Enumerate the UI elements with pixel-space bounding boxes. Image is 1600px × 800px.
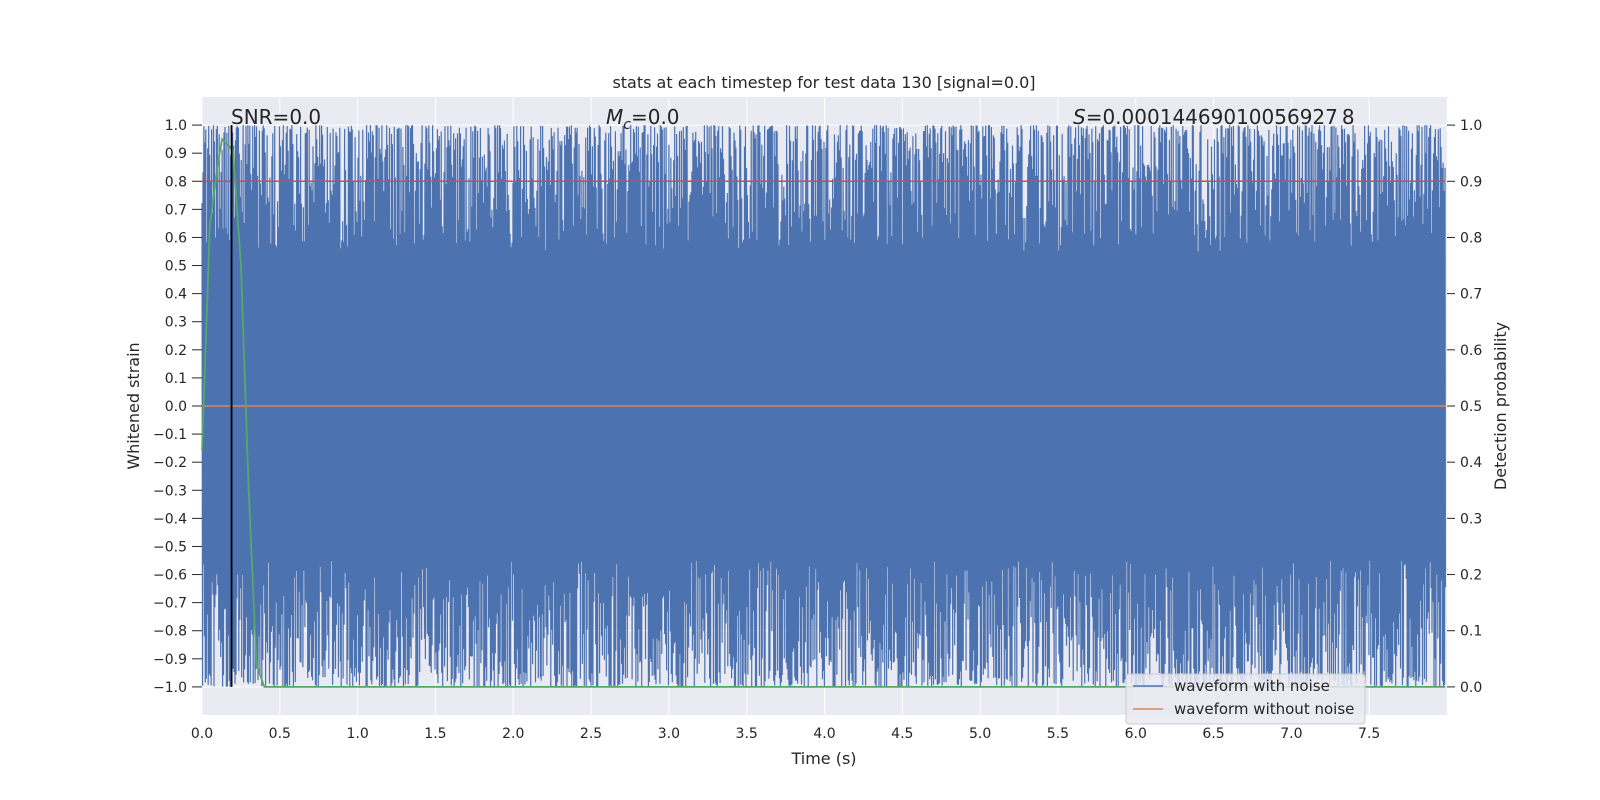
y-tick-label-left: −0.2 [153,455,187,471]
legend-label-noise: waveform with noise [1174,677,1330,695]
y-tick-label-left: 0.3 [165,315,187,331]
s-annotation: S=0.00014469010056927 8 [1073,105,1355,129]
y-tick-label-right: 0.5 [1460,399,1482,415]
ticks: 0.0 0.5 1.0 1.5 2.0 2.5 3.0 3.5 4.0 4.5 5.0 5.5 6.0 6… [153,118,1482,742]
y-tick-label-left: −0.8 [153,624,187,640]
x-tick-label: 7.0 [1280,726,1302,742]
x-tick-label: 6.0 [1125,726,1147,742]
mc-annotation: Mc=0.0 [606,105,680,133]
mc-value: =0.0 [631,105,680,129]
y-tick-label-left: −0.9 [153,652,187,668]
y-tick-label-left: −0.6 [153,568,187,584]
y-tick-label-left: 0.6 [165,230,187,246]
mc-symbol: M [606,105,623,129]
y-tick-label-right: 0.0 [1460,680,1482,696]
x-tick-label: 0.0 [191,726,213,742]
y-tick-label-left: −0.7 [153,596,187,612]
y-tick-label-left: 0.8 [165,174,187,190]
x-tick-label: 2.5 [580,726,602,742]
s-value: =0.00014469010056927 8 [1086,105,1355,129]
y-tick-label-left: 0.9 [165,146,187,162]
y-tick-label-left: −1.0 [153,680,187,696]
x-tick-label: 4.5 [891,726,913,742]
x-tick-label: 2.0 [502,726,524,742]
y-tick-label-left: −0.1 [153,427,187,443]
y-tick-label-right: 0.3 [1460,511,1482,527]
y-tick-label-right: 0.9 [1460,174,1482,190]
x-tick-label: 7.5 [1358,726,1380,742]
x-tick-label: 1.5 [424,726,446,742]
y-tick-label-left: 0.4 [165,287,187,303]
mc-subscript: c [623,117,631,133]
y-tick-label-left: 0.7 [165,202,187,218]
y-tick-label-left: 0.5 [165,259,187,275]
y-axis-label-right: Detection probability [1491,322,1510,490]
x-tick-label: 0.5 [269,726,291,742]
line-series [201,125,1446,688]
x-tick-label: 4.0 [813,726,835,742]
x-axis-label: Time (s) [790,749,856,768]
y-tick-label-left: 0.2 [165,343,187,359]
detection-probability-line [201,137,1446,688]
x-tick-label: 5.5 [1047,726,1069,742]
y-axis-label-left: Whitened strain [124,342,143,469]
x-tick-label: 3.0 [658,726,680,742]
x-tick-label: 5.0 [969,726,991,742]
y-tick-label-left: 1.0 [165,118,187,134]
y-tick-label-left: −0.5 [153,539,187,555]
y-tick-label-left: −0.3 [153,483,187,499]
legend-box [1125,673,1366,725]
s-symbol: S [1073,105,1086,129]
y-tick-label-left: 0.0 [165,399,187,415]
snr-value: 0.0 [289,105,321,129]
x-tick-label: 3.5 [736,726,758,742]
y-tick-label-left: 0.1 [165,371,187,387]
y-tick-label-left: −0.4 [153,511,187,527]
x-tick-label: 6.5 [1202,726,1224,742]
legend: waveform with noise waveform without noi… [1125,673,1366,725]
chart-title: stats at each timestep for test data 130… [612,73,1035,92]
snr-prefix: SNR= [231,105,289,129]
x-tick-label: 1.0 [346,726,368,742]
y-tick-label-right: 0.6 [1460,343,1482,359]
y-tick-label-right: 0.2 [1460,568,1482,584]
y-tick-label-right: 1.0 [1460,118,1482,134]
y-tick-label-right: 0.7 [1460,287,1482,303]
y-tick-label-right: 0.1 [1460,624,1482,640]
y-tick-label-right: 0.4 [1460,455,1482,471]
legend-label-clean: waveform without noise [1174,700,1354,718]
y-tick-label-right: 0.8 [1460,230,1482,246]
snr-annotation: SNR=0.0 [231,105,321,129]
